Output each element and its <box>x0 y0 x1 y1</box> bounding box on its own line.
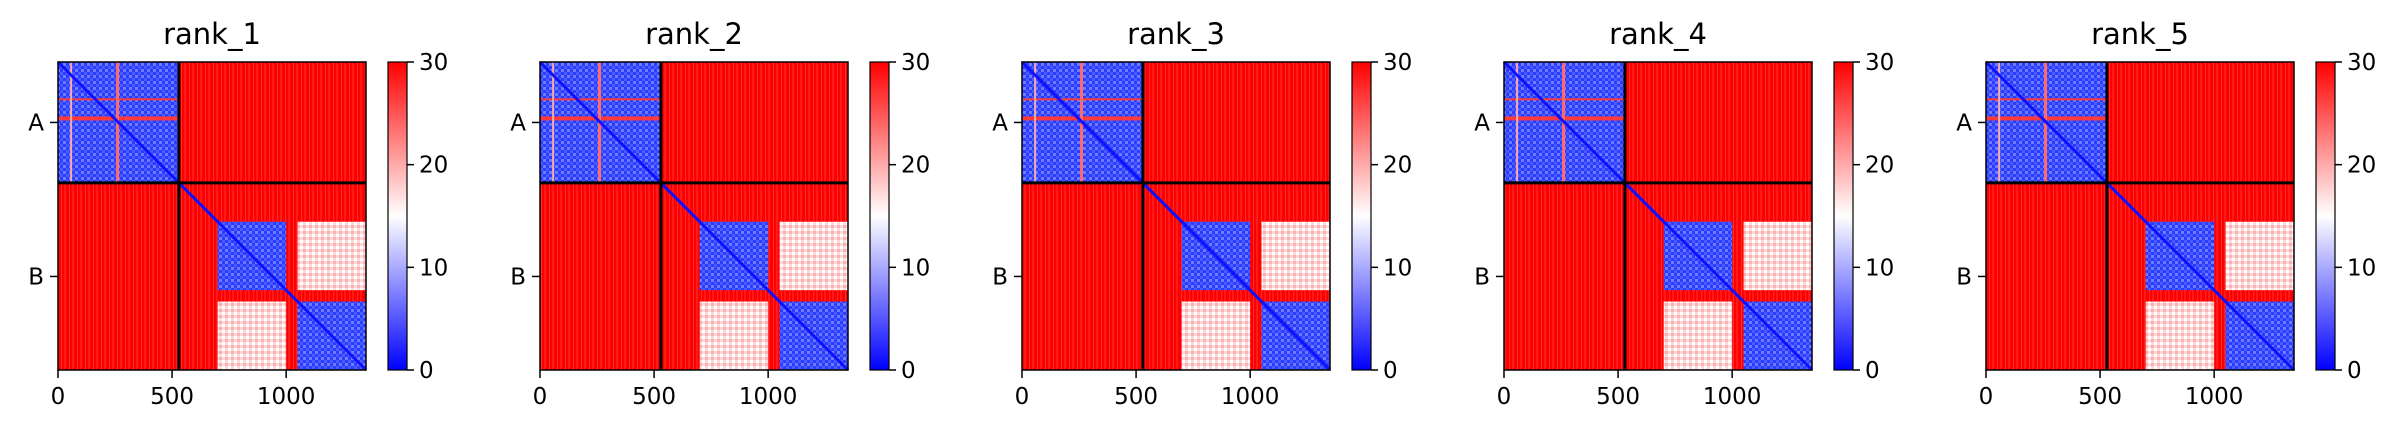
x-tick-label: 500 <box>150 384 194 410</box>
block-B-B-cross <box>2145 301 2215 370</box>
colorbar-tick-label: 10 <box>901 255 930 281</box>
x-tick-label: 1000 <box>257 384 316 410</box>
colorbar <box>1352 62 1371 370</box>
colorbar-tick-label: 20 <box>1865 153 1894 179</box>
x-tick-label: 0 <box>1015 384 1030 410</box>
panel-rank_2: rank_2 0 500 1000 A B 0 10 20 30 <box>510 17 930 410</box>
colorbar-tick-label: 20 <box>1383 153 1412 179</box>
block-B-B-cross <box>2225 221 2294 291</box>
panel-rank_1: rank_1 0 500 1000 A B 0 10 20 30 <box>28 17 448 410</box>
block-B-B-cross <box>1743 221 1812 291</box>
colorbar <box>870 62 889 370</box>
panel-rank_3: rank_3 0 500 1000 A B 0 10 20 30 <box>992 17 1412 410</box>
block-B-B-cross <box>1663 301 1733 370</box>
panel-title: rank_1 <box>163 17 261 51</box>
panel-title: rank_3 <box>1127 17 1225 51</box>
y-tick-label: A <box>1474 110 1490 136</box>
colorbar-tick-label: 20 <box>901 153 930 179</box>
heatmap-frame <box>1503 61 1813 371</box>
x-tick-label: 1000 <box>2185 384 2244 410</box>
panel-rank_4: rank_4 0 500 1000 A B 0 10 20 30 <box>1474 17 1894 410</box>
y-tick-label: A <box>28 110 44 136</box>
block-B-B-cross <box>217 301 287 370</box>
y-tick-label: A <box>1956 110 1972 136</box>
x-tick-label: 500 <box>1114 384 1158 410</box>
colorbar-tick-label: 0 <box>1383 358 1398 384</box>
colorbar-tick-label: 30 <box>901 50 930 76</box>
heatmap-diagonal <box>538 60 850 372</box>
block-B-B-cross <box>297 221 366 291</box>
x-tick-label: 0 <box>51 384 66 410</box>
x-tick-label: 0 <box>533 384 548 410</box>
colorbar-tick-label: 10 <box>1865 255 1894 281</box>
colorbar-frame <box>387 61 408 371</box>
block-B-B-cross <box>699 301 769 370</box>
x-tick-label: 500 <box>632 384 676 410</box>
heatmap-frame <box>539 61 849 371</box>
colorbar-tick-label: 30 <box>1383 50 1412 76</box>
y-tick-label: B <box>1474 264 1490 290</box>
block-B-B-cross <box>779 221 848 291</box>
block-A-A-streak-v <box>1998 62 2001 183</box>
colorbar-tick-label: 30 <box>2347 50 2376 76</box>
heatmap-frame <box>1021 61 1331 371</box>
panel-title: rank_5 <box>2091 17 2189 51</box>
heatmap-diagonal <box>56 60 368 372</box>
heatmap-frame <box>57 61 367 371</box>
block-A-A-streak-v <box>70 62 73 183</box>
y-tick-label: B <box>510 264 526 290</box>
panel-title: rank_2 <box>645 17 743 51</box>
colorbar-frame <box>1351 61 1372 371</box>
colorbar-frame <box>1833 61 1854 371</box>
colorbar-tick-label: 0 <box>901 358 916 384</box>
y-tick-label: B <box>1956 264 1972 290</box>
block-A-A-streak-v <box>1516 62 1519 183</box>
heatmap-diagonal <box>1984 60 2296 372</box>
heatmap-frame <box>1985 61 2295 371</box>
block-A-A-streak-v <box>552 62 555 183</box>
x-tick-label: 1000 <box>1703 384 1762 410</box>
panel-rank_5: rank_5 0 500 1000 A B 0 10 20 30 <box>1956 17 2376 410</box>
colorbar-tick-label: 10 <box>419 255 448 281</box>
colorbar-tick-label: 10 <box>1383 255 1412 281</box>
y-tick-label: B <box>992 264 1008 290</box>
colorbar <box>1834 62 1853 370</box>
colorbar <box>2316 62 2335 370</box>
block-B-B-cross <box>1261 221 1330 291</box>
colorbar-tick-label: 0 <box>1865 358 1880 384</box>
colorbar-frame <box>2315 61 2336 371</box>
colorbar-tick-label: 30 <box>419 50 448 76</box>
colorbar-tick-label: 20 <box>419 153 448 179</box>
panel-title: rank_4 <box>1609 17 1707 51</box>
colorbar-frame <box>869 61 890 371</box>
y-tick-label: B <box>28 264 44 290</box>
colorbar-tick-label: 30 <box>1865 50 1894 76</box>
heatmap-diagonal <box>1020 60 1332 372</box>
colorbar-tick-label: 0 <box>419 358 434 384</box>
y-tick-label: A <box>510 110 526 136</box>
colorbar <box>388 62 407 370</box>
x-tick-label: 0 <box>1979 384 1994 410</box>
x-tick-label: 500 <box>1596 384 1640 410</box>
colorbar-tick-label: 20 <box>2347 153 2376 179</box>
y-tick-label: A <box>992 110 1008 136</box>
colorbar-tick-label: 10 <box>2347 255 2376 281</box>
block-B-B-cross <box>1181 301 1251 370</box>
heatmap-diagonal <box>1502 60 1814 372</box>
x-tick-label: 1000 <box>739 384 798 410</box>
block-A-A-streak-v <box>1034 62 1037 183</box>
colorbar-tick-label: 0 <box>2347 358 2362 384</box>
x-tick-label: 500 <box>2078 384 2122 410</box>
x-tick-label: 1000 <box>1221 384 1280 410</box>
x-tick-label: 0 <box>1497 384 1512 410</box>
